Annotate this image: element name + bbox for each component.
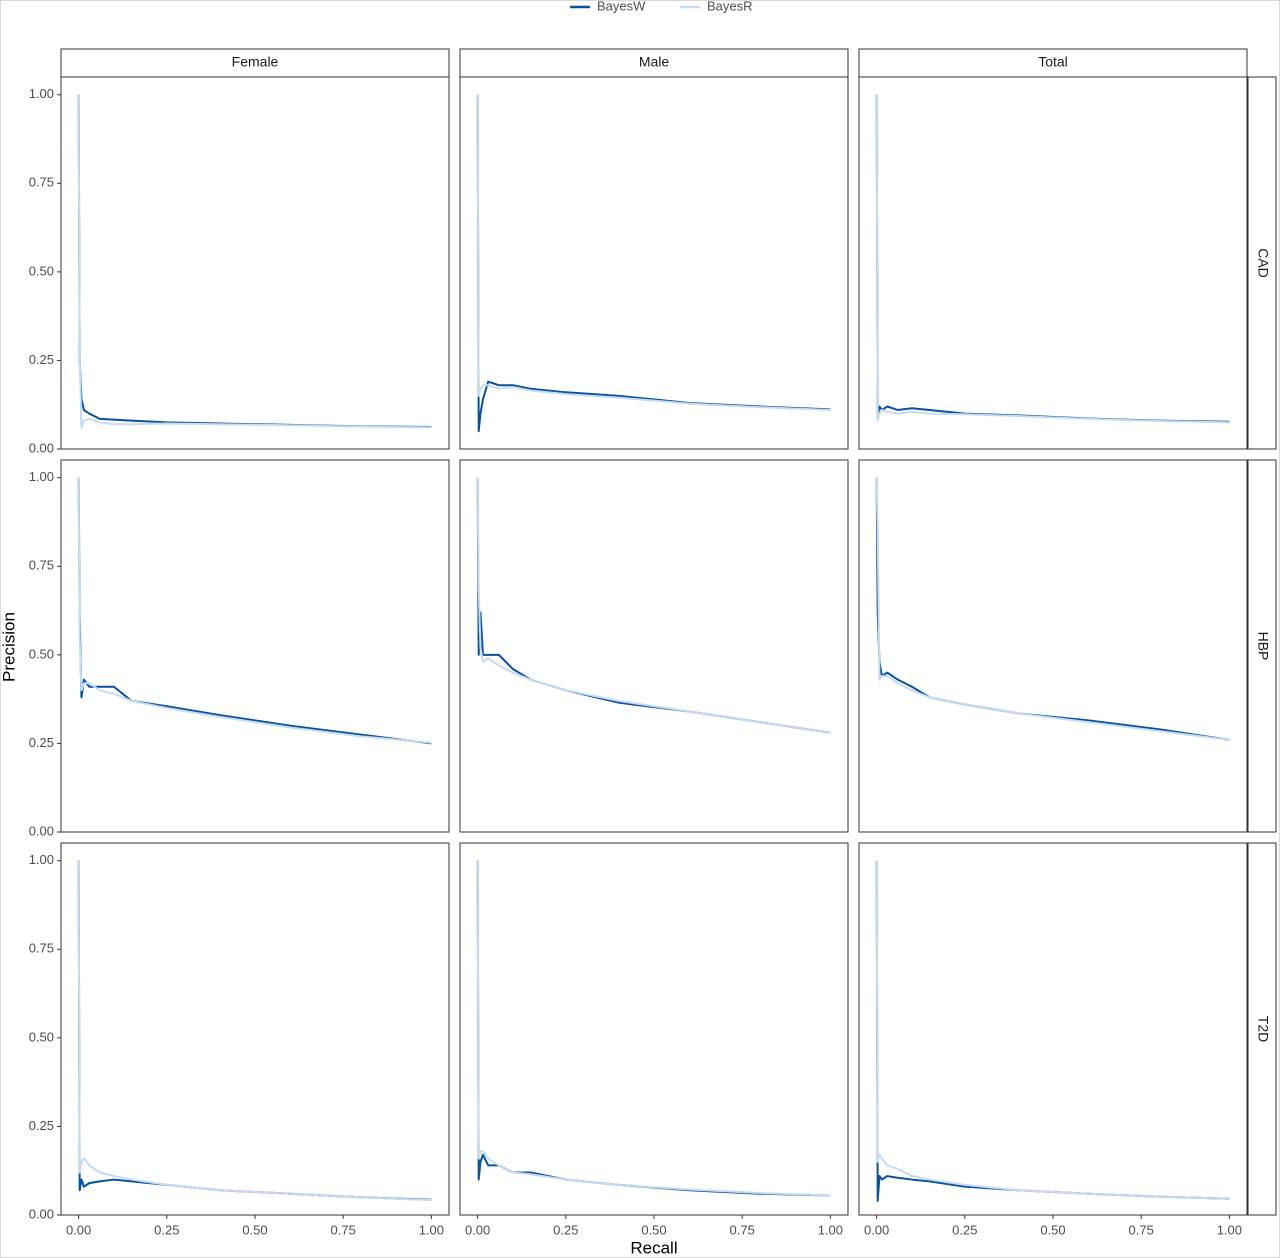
panel-border — [858, 459, 1248, 833]
panel-border — [60, 76, 450, 450]
legend-label: BayesW — [597, 0, 646, 13]
x-tick-label: 0.25 — [154, 1222, 179, 1237]
y-tick-label: 0.50 — [29, 263, 54, 278]
panel-border — [459, 842, 849, 1216]
line-series — [476, 94, 831, 412]
y-tick-label: 0.00 — [29, 823, 54, 838]
row-strip — [1247, 76, 1277, 450]
panel-background — [460, 843, 848, 1215]
y-tick-label: 0.25 — [29, 1118, 54, 1133]
y-tick-label: 0.50 — [29, 646, 54, 661]
panel-background — [460, 460, 848, 832]
x-tick-label: 0.25 — [553, 1222, 578, 1237]
line-series — [77, 860, 432, 1202]
panel-background — [859, 460, 1247, 832]
column-strip — [858, 48, 1248, 78]
x-tick-label: 1.00 — [419, 1222, 444, 1237]
panel-border — [60, 842, 450, 1216]
column-strip — [60, 48, 450, 78]
line-series — [875, 477, 1230, 741]
y-tick-label: 0.25 — [29, 352, 54, 367]
y-tick-label: 0.75 — [29, 558, 54, 573]
column-strip-label: Female — [232, 54, 279, 70]
y-tick-label: 1.00 — [29, 469, 54, 484]
x-tick-label: 0.25 — [952, 1222, 977, 1237]
y-tick-label: 0.25 — [29, 735, 54, 750]
line-series — [875, 860, 1230, 1200]
y-tick-label: 0.75 — [29, 175, 54, 190]
line-series — [476, 860, 831, 1197]
row-strip — [1247, 459, 1277, 833]
x-tick-label: 1.00 — [818, 1222, 843, 1237]
line-series — [476, 477, 831, 734]
x-tick-label: 0.75 — [1129, 1222, 1154, 1237]
x-tick-label: 1.00 — [1217, 1222, 1242, 1237]
x-tick-label: 0.75 — [730, 1222, 755, 1237]
line-series — [875, 94, 1230, 424]
row-strip — [1247, 842, 1277, 1216]
y-axis-label: Precision — [0, 612, 18, 682]
x-tick-label: 0.00 — [465, 1222, 490, 1237]
legend-label: BayesR — [707, 0, 753, 13]
line-series — [77, 477, 432, 744]
panel-background — [61, 77, 449, 449]
y-tick-label: 0.00 — [29, 1206, 54, 1221]
row-strip-label: CAD — [1255, 248, 1271, 278]
panel-border — [459, 76, 849, 450]
x-tick-label: 0.50 — [1040, 1222, 1065, 1237]
panel-background — [859, 77, 1247, 449]
y-tick-label: 0.50 — [29, 1029, 54, 1044]
row-strip-label: T2D — [1255, 1016, 1271, 1042]
y-tick-label: 1.00 — [29, 86, 54, 101]
panel-background — [61, 460, 449, 832]
column-strip-label: Total — [1038, 54, 1068, 70]
y-tick-label: 0.00 — [29, 440, 54, 455]
column-strip — [459, 48, 849, 78]
row-strip-label: HBP — [1255, 632, 1271, 661]
x-tick-label: 0.75 — [331, 1222, 356, 1237]
panel-border — [459, 459, 849, 833]
x-axis-label: Recall — [630, 1238, 677, 1257]
panel-border — [60, 459, 450, 833]
y-tick-label: 0.75 — [29, 941, 54, 956]
x-tick-label: 0.00 — [66, 1222, 91, 1237]
column-strip-label: Male — [639, 54, 670, 70]
panel-border — [858, 76, 1248, 450]
line-series — [77, 94, 432, 429]
panel-background — [460, 77, 848, 449]
panel-background — [859, 843, 1247, 1215]
line-series — [77, 477, 432, 745]
y-tick-label: 1.00 — [29, 852, 54, 867]
panel-background — [61, 843, 449, 1215]
x-tick-label: 0.50 — [242, 1222, 267, 1237]
x-tick-label: 0.50 — [641, 1222, 666, 1237]
panel-border — [858, 842, 1248, 1216]
x-tick-label: 0.00 — [864, 1222, 889, 1237]
